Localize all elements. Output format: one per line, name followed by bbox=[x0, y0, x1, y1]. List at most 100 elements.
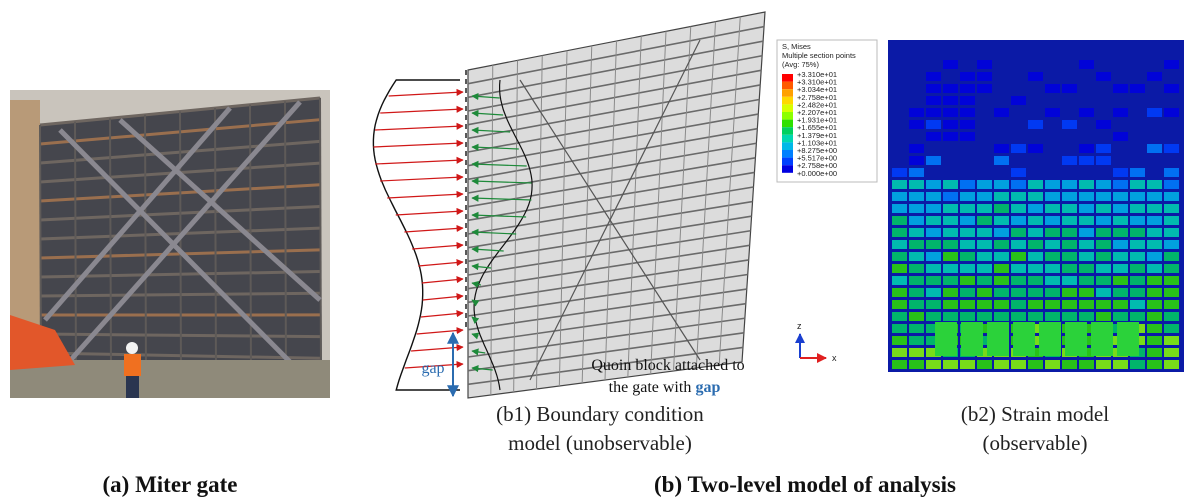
contour-cell bbox=[909, 156, 924, 165]
contour-cell bbox=[977, 228, 992, 237]
contour-cell bbox=[1164, 60, 1179, 69]
contour-cell bbox=[1113, 216, 1128, 225]
contour-cell bbox=[1079, 360, 1094, 369]
contour-cell bbox=[943, 108, 958, 117]
contour-cell bbox=[1147, 144, 1162, 153]
contour-cell bbox=[1096, 300, 1111, 309]
contour-cell bbox=[1117, 322, 1139, 356]
legend-label: +0.000e+00 bbox=[797, 169, 837, 178]
contour-cell bbox=[1028, 264, 1043, 273]
contour-cell bbox=[977, 324, 992, 333]
contour-cell bbox=[977, 240, 992, 249]
contour-cell bbox=[960, 240, 975, 249]
reaction-arrow bbox=[471, 332, 480, 340]
contour-cell bbox=[926, 264, 941, 273]
gate-stiffener bbox=[604, 40, 617, 381]
contour-cell bbox=[943, 312, 958, 321]
contour-cell bbox=[943, 96, 958, 105]
contour-cell bbox=[1164, 360, 1179, 369]
contour-cell bbox=[1113, 312, 1128, 321]
legend-label: +3.310e+01 bbox=[797, 70, 837, 79]
contour-cell bbox=[926, 120, 941, 129]
contour-cell bbox=[1028, 312, 1043, 321]
contour-cell bbox=[1147, 228, 1162, 237]
contour-cell bbox=[892, 312, 907, 321]
contour-cell bbox=[1147, 192, 1162, 201]
contour-cell bbox=[1062, 312, 1077, 321]
quoin-note-emphasis: gap bbox=[696, 379, 721, 396]
contour-cell bbox=[892, 348, 907, 357]
contour-cell bbox=[1130, 168, 1145, 177]
gate-stiffener bbox=[673, 26, 692, 372]
contour-cell bbox=[1113, 252, 1128, 261]
water bbox=[10, 360, 330, 398]
contour-cell bbox=[1028, 216, 1043, 225]
contour-cell bbox=[1164, 108, 1179, 117]
contour-cell bbox=[1045, 264, 1060, 273]
miter-gate-photo bbox=[10, 90, 330, 398]
contour-cell bbox=[1079, 276, 1094, 285]
contour-cell bbox=[892, 360, 907, 369]
contour-cell bbox=[977, 288, 992, 297]
reaction-arrow bbox=[471, 263, 492, 271]
contour-cell bbox=[1096, 192, 1111, 201]
post bbox=[249, 104, 252, 379]
contour-cell bbox=[909, 168, 924, 177]
contour-cell bbox=[1045, 180, 1060, 189]
contour-cell bbox=[1011, 300, 1026, 309]
contour-cell bbox=[1164, 168, 1179, 177]
legend-label: +2.482e+01 bbox=[797, 100, 837, 109]
contour-cell bbox=[1011, 252, 1026, 261]
contour-cell bbox=[977, 180, 992, 189]
gate-stiffener bbox=[695, 21, 716, 369]
contour-cell bbox=[943, 240, 958, 249]
contour-cell bbox=[926, 336, 941, 345]
legend-label: +2.207e+01 bbox=[797, 108, 837, 117]
post bbox=[214, 107, 217, 378]
contour-cell bbox=[1147, 324, 1162, 333]
gate-stiffener bbox=[627, 36, 642, 378]
contour-cell bbox=[1062, 360, 1077, 369]
legend-swatch bbox=[782, 165, 793, 173]
contour-cell bbox=[1113, 240, 1128, 249]
contour-cell bbox=[892, 288, 907, 297]
contour-cell bbox=[1028, 192, 1043, 201]
contour-cell bbox=[909, 300, 924, 309]
contour-cell bbox=[1062, 216, 1077, 225]
contour-cell bbox=[1045, 360, 1060, 369]
contour-cell bbox=[960, 192, 975, 201]
contour-cell bbox=[943, 264, 958, 273]
contour-cell bbox=[1013, 322, 1035, 356]
contour-cell bbox=[943, 228, 958, 237]
contour-cell bbox=[1096, 180, 1111, 189]
contour-cell bbox=[960, 252, 975, 261]
contour-cell bbox=[1011, 96, 1026, 105]
contour-cell bbox=[1028, 252, 1043, 261]
contour-cell bbox=[994, 156, 1009, 165]
post bbox=[144, 114, 147, 376]
contour-cell bbox=[977, 312, 992, 321]
reaction-arrow bbox=[471, 109, 504, 118]
contour-cell bbox=[1028, 348, 1043, 357]
contour-cell bbox=[1130, 204, 1145, 213]
contour-cell bbox=[909, 204, 924, 213]
pressure-arrow bbox=[411, 343, 464, 352]
contour-cell bbox=[977, 348, 992, 357]
contour-cell bbox=[977, 204, 992, 213]
contour-cell bbox=[1113, 228, 1128, 237]
contour-cell bbox=[1011, 360, 1026, 369]
contour-cell bbox=[1045, 204, 1060, 213]
pressure-arrow bbox=[375, 156, 464, 165]
contour-cell bbox=[1147, 204, 1162, 213]
contour-cell bbox=[943, 84, 958, 93]
contour-cell bbox=[1079, 288, 1094, 297]
legend-box bbox=[776, 39, 878, 183]
strain-model: S, Mises Multiple section points (Avg: 7… bbox=[776, 39, 1184, 455]
lift bbox=[10, 315, 75, 370]
contour-cell bbox=[977, 360, 992, 369]
contour-cell bbox=[1011, 216, 1026, 225]
contour-cell bbox=[1096, 120, 1111, 129]
contour-cell bbox=[926, 324, 941, 333]
pressure-arrow bbox=[388, 88, 464, 97]
